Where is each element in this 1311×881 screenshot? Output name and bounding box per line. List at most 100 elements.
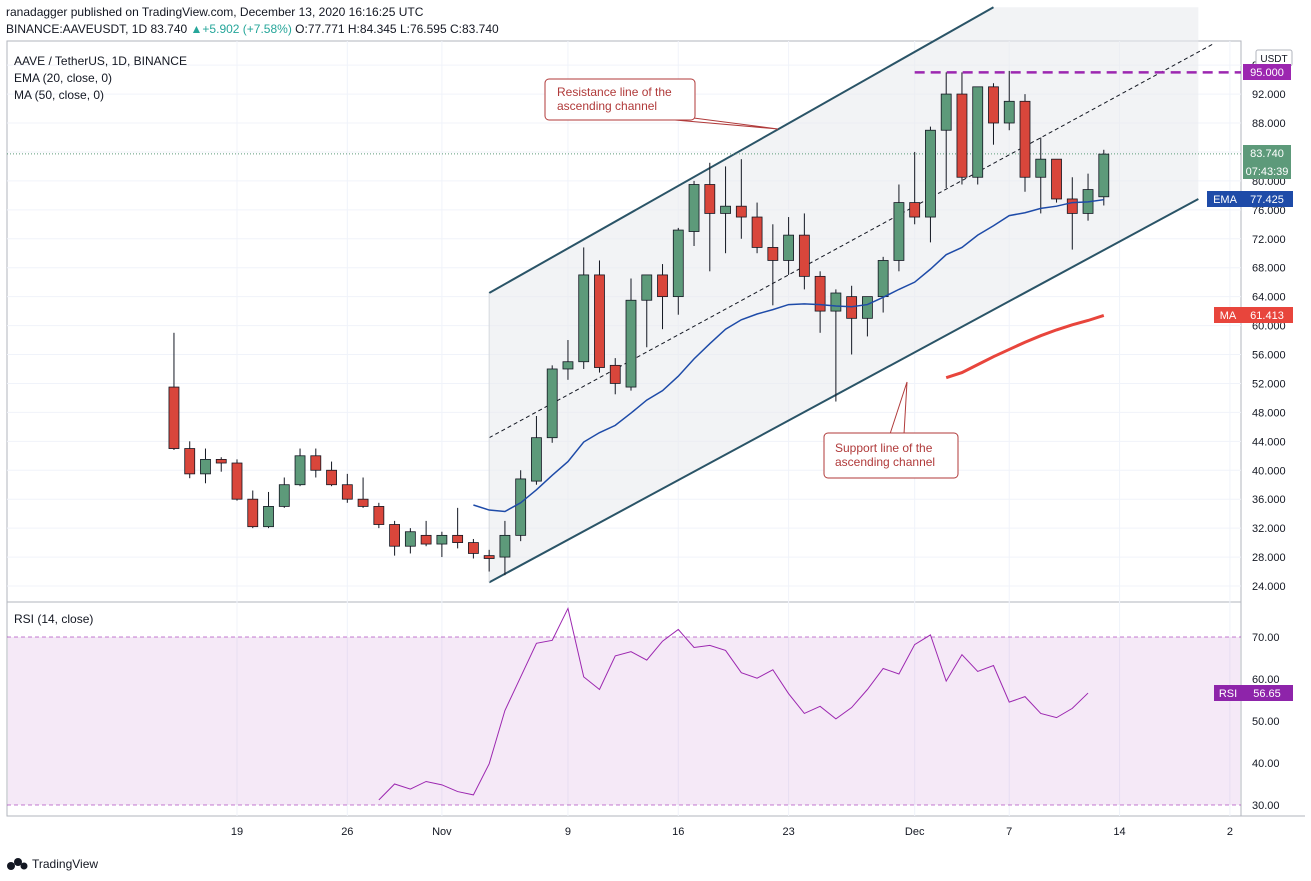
candle-body	[483, 555, 495, 559]
candle-body	[531, 437, 542, 482]
ma-badge-value: 61.413	[1250, 310, 1284, 322]
candle-body	[735, 205, 747, 218]
publish-text: ranadagger published on TradingView.com,…	[6, 5, 424, 19]
candle-down	[704, 162, 716, 272]
candle-body	[215, 458, 227, 464]
candle-down	[168, 332, 180, 450]
time-tick-label: 16	[672, 826, 684, 838]
price-tick-label: 88.000	[1252, 118, 1286, 130]
candle-down	[357, 477, 369, 508]
price-tick-label: 32.000	[1252, 523, 1286, 535]
rsi-band-fill	[8, 637, 1240, 805]
candle-body	[278, 484, 290, 507]
ohlc-close: C:83.740	[450, 22, 499, 36]
candle-body	[972, 86, 984, 178]
last-price-badge-text: 83.740	[1250, 148, 1284, 160]
time-tick-label: 19	[231, 826, 243, 838]
price-tick-label: 40.000	[1252, 465, 1286, 477]
price-tick-label: 72.000	[1252, 234, 1286, 246]
candle-up	[1035, 137, 1047, 214]
tradingview-logo-icon	[7, 858, 28, 870]
ma-badge	[1214, 307, 1293, 323]
symbol-info: BINANCE:AAVEUSDT, 1D 83.740 ▲+5.902 (+7.…	[6, 22, 499, 36]
price-tick-label: 28.000	[1252, 552, 1286, 564]
candle-body	[594, 274, 605, 368]
candle-down	[373, 502, 385, 529]
candle-up	[830, 289, 842, 402]
candle-down	[1066, 177, 1078, 250]
countdown-badge-text: 07:43:39	[1246, 166, 1289, 178]
ma-line	[945, 314, 1105, 380]
candle-body	[341, 484, 353, 500]
price-tick-label: 44.000	[1252, 436, 1286, 448]
symbol-label: BINANCE:AAVEUSDT, 1D	[6, 22, 148, 36]
candle-down	[420, 520, 432, 547]
target-badge	[1243, 64, 1291, 80]
price-tick-label: 48.000	[1252, 407, 1286, 419]
candle-body	[562, 361, 574, 370]
brand-text: TradingView	[32, 857, 99, 871]
candle-down	[988, 83, 999, 145]
rsi-line	[378, 606, 1089, 801]
candle-up	[200, 448, 211, 484]
support-line	[488, 198, 1199, 584]
candle-down	[767, 224, 779, 306]
candle-body	[247, 498, 259, 528]
price-tick-label: 36.000	[1252, 494, 1286, 506]
rsi-legend: RSI (14, close)	[14, 612, 93, 626]
price-tick-label: 60.000	[1252, 321, 1286, 333]
candle-up	[263, 491, 274, 529]
candle-down	[1019, 94, 1031, 192]
candle-up	[972, 86, 984, 185]
candle-body	[751, 216, 763, 248]
candle-up	[940, 72, 952, 189]
candle-down	[1051, 158, 1062, 203]
candle-up	[531, 415, 542, 485]
rsi-badge	[1214, 685, 1293, 701]
time-tick-label: 7	[1006, 826, 1012, 838]
rsi-tick-label: 50.00	[1252, 716, 1280, 728]
resistance-callout-line1: Resistance line of the	[557, 85, 672, 99]
candle-down	[452, 507, 464, 549]
chart-title: AAVE / TetherUS, 1D, BINANCE	[14, 54, 187, 68]
candle-down	[735, 159, 747, 239]
candle-body	[830, 292, 842, 312]
candle-body	[877, 260, 889, 298]
candle-body	[231, 462, 243, 500]
candle-up	[515, 470, 527, 542]
candle-body	[672, 229, 684, 298]
candle-body	[862, 296, 873, 319]
candle-body	[389, 524, 401, 547]
candle-body	[499, 534, 511, 558]
candle-up	[1003, 70, 1015, 131]
candle-body	[263, 506, 274, 528]
candle-up	[404, 528, 416, 554]
candle-down	[184, 441, 196, 479]
candle-down	[310, 448, 322, 478]
price-tick-label: 56.000	[1252, 350, 1286, 362]
candle-body	[657, 274, 668, 298]
time-tick-label: Nov	[432, 826, 452, 838]
brand-footer[interactable]: TradingView	[6, 857, 98, 871]
publish-info: ranadagger published on TradingView.com,…	[6, 5, 423, 19]
rsi-tick-label: 30.00	[1252, 800, 1280, 812]
candle-body	[436, 534, 448, 545]
candle-down	[483, 549, 495, 572]
candle-body	[452, 534, 464, 543]
price-tick-label: 64.000	[1252, 292, 1286, 304]
price-axis-labels: 24.000 28.000 32.000 36.000 40.000 44.000 48.0…	[1252, 60, 1286, 593]
candle-body	[546, 368, 558, 439]
candle-body	[200, 458, 211, 475]
candle-up	[562, 340, 574, 380]
time-tick-label: 26	[341, 826, 353, 838]
candle-body	[1019, 100, 1031, 178]
candle-down	[909, 151, 921, 225]
candle-body	[625, 299, 637, 388]
candle-down	[467, 538, 479, 559]
candle-body	[578, 274, 590, 363]
candle-up	[278, 477, 290, 508]
candle-body	[326, 469, 337, 486]
time-tick-label: Dec	[905, 826, 925, 838]
change-value: ▲+5.902 (+7.58%)	[190, 22, 292, 36]
